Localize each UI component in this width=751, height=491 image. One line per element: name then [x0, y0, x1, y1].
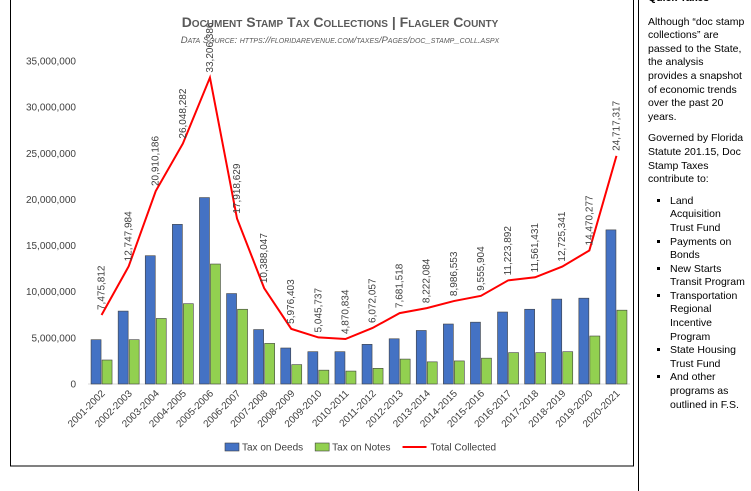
data-label: 20,910,186	[151, 136, 162, 186]
data-label: 24,717,317	[611, 100, 622, 150]
y-tick-label: 15,000,000	[26, 241, 76, 252]
sidebar-bullet: Transportation Regional Incentive Progra…	[670, 290, 745, 344]
data-label: 5,045,737	[313, 288, 324, 333]
sidebar-bullet: New Starts Transit Program	[670, 263, 745, 290]
bar	[524, 308, 535, 385]
chart-title: Document Stamp Tax Collections | Flagler…	[182, 14, 499, 30]
bar	[616, 309, 628, 385]
y-tick-label: 25,000,000	[26, 149, 76, 160]
chart-subtitle: Data Source: https://floridarevenue.com/…	[181, 35, 500, 46]
bar	[253, 329, 264, 385]
bar	[280, 347, 292, 385]
bar	[199, 197, 210, 385]
bar	[90, 339, 102, 385]
bar	[470, 321, 481, 385]
data-label: 12,725,341	[557, 211, 568, 261]
data-label: 11,561,431	[530, 223, 541, 273]
bar	[551, 298, 563, 385]
sidebar-bullet: Payments on Bonds	[670, 236, 745, 263]
bar	[497, 311, 508, 385]
data-label: 12,747,984	[124, 211, 135, 261]
bar	[535, 352, 546, 385]
bar	[361, 344, 373, 385]
bar	[372, 368, 384, 385]
legend-swatch	[224, 442, 240, 452]
bar	[101, 359, 113, 385]
sidebar-bullet: Land Acquisition Trust Fund	[670, 195, 745, 236]
bar	[144, 255, 156, 385]
data-label: 9,555,904	[476, 246, 487, 291]
sidebar-paragraph: Although “doc stamp collections” are pas…	[648, 15, 745, 123]
legend-label: Total Collected	[431, 443, 497, 454]
data-label: 14,470,277	[584, 195, 595, 245]
data-label: 4,870,834	[340, 289, 351, 334]
bar	[426, 361, 438, 385]
data-label: 7,475,812	[97, 265, 108, 310]
data-label: 11,223,892	[503, 226, 514, 276]
chart-border	[10, 0, 634, 467]
y-tick-label: 10,000,000	[26, 287, 76, 298]
bar	[562, 351, 574, 385]
y-tick-label: 5,000,000	[32, 333, 77, 344]
bar	[334, 351, 346, 385]
y-tick-label: 35,000,000	[26, 57, 76, 68]
bar	[415, 330, 427, 385]
bar	[318, 369, 330, 385]
bar	[345, 370, 357, 385]
bar	[237, 308, 248, 385]
legend-label: Tax on Notes	[332, 443, 390, 454]
data-label: 26,048,282	[178, 88, 189, 138]
data-label: 5,976,403	[286, 279, 297, 324]
bar	[264, 343, 275, 385]
bar	[172, 224, 183, 385]
data-label: 8,986,553	[449, 251, 460, 296]
bar	[291, 364, 303, 385]
bar	[183, 303, 194, 385]
bar	[226, 293, 237, 385]
bar	[508, 352, 519, 385]
chart: Document Stamp Tax Collections | Flagler…	[10, 0, 634, 467]
y-tick-label: 0	[70, 380, 76, 391]
sidebar-list: Land Acquisition Trust FundPayments on B…	[648, 195, 745, 413]
bar	[388, 338, 400, 385]
legend-swatch	[314, 442, 330, 452]
bar	[155, 318, 167, 385]
y-tick-label: 30,000,000	[26, 103, 76, 114]
data-label: 10,388,047	[259, 233, 270, 283]
bar	[117, 310, 129, 385]
sidebar: Quick Takes Although “doc stamp collectio…	[638, 0, 751, 491]
bar	[605, 229, 617, 385]
bar	[578, 297, 590, 385]
bar	[454, 360, 465, 385]
bar	[307, 351, 319, 385]
bar	[481, 357, 492, 385]
sidebar-bullet: State Housing Trust Fund	[670, 344, 745, 371]
legend-label: Tax on Deeds	[242, 443, 303, 454]
bar	[210, 263, 221, 385]
data-label: 6,072,057	[368, 278, 379, 323]
data-label: 33,206,386	[205, 22, 216, 72]
sidebar-bullet: And other programs as outlined in F.S.	[670, 371, 745, 412]
data-label: 17,918,629	[232, 163, 243, 213]
data-label: 7,681,518	[395, 263, 406, 308]
bar	[128, 339, 140, 385]
bar	[399, 358, 411, 385]
sidebar-paragraph: Governed by Florida Statute 201.15, Doc …	[648, 132, 744, 186]
bar	[589, 335, 601, 385]
line	[100, 74, 618, 341]
data-label: 8,222,084	[422, 258, 433, 303]
bar	[443, 323, 454, 385]
y-tick-label: 20,000,000	[26, 195, 76, 206]
sidebar-heading: Quick Takes	[648, 0, 745, 6]
